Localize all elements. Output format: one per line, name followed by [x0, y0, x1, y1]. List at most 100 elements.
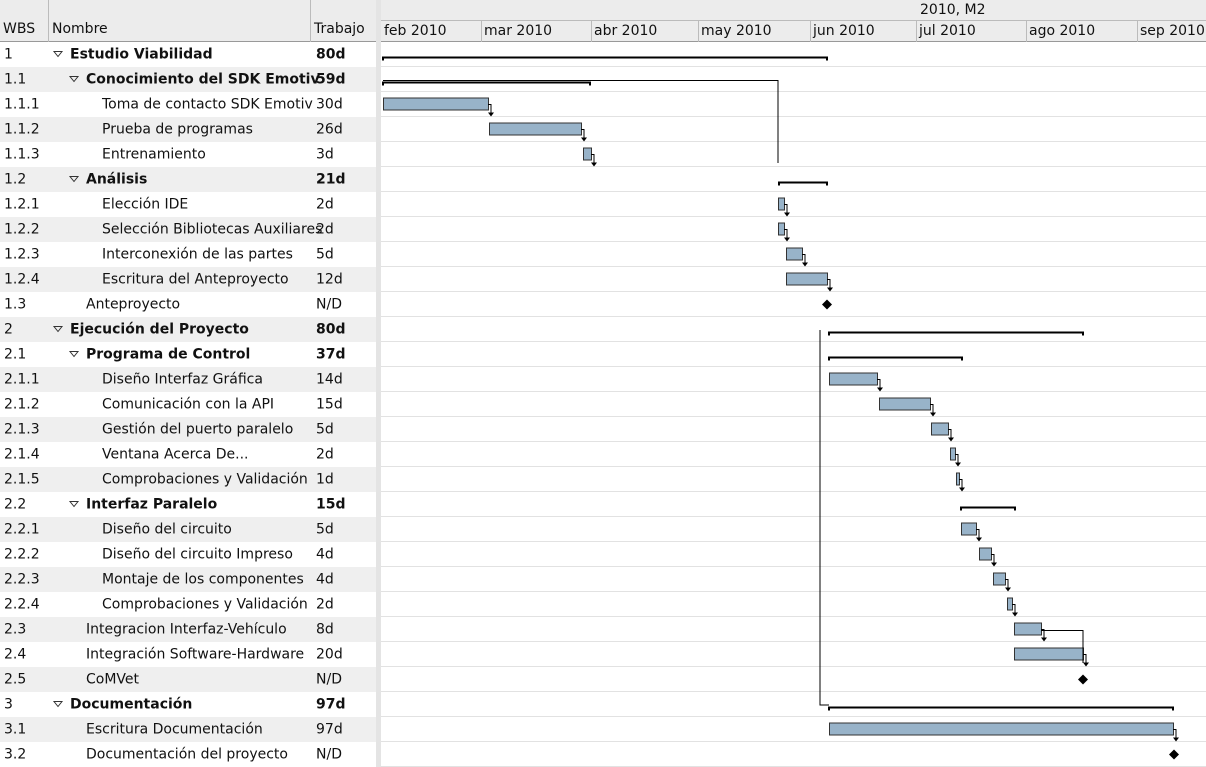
- name-cell[interactable]: Anteproyecto: [86, 297, 180, 313]
- wbs-cell: 2.2.1: [4, 522, 40, 538]
- dependency-arrow: [877, 379, 881, 390]
- task-bar[interactable]: [931, 422, 949, 436]
- name-cell[interactable]: Toma de contacto SDK Emotiv: [101, 97, 313, 113]
- dependency-arrow: [591, 154, 595, 165]
- milestone[interactable]: [1078, 674, 1088, 685]
- arrow-head: [1005, 587, 1011, 592]
- name-cell[interactable]: Interfaz Paralelo: [86, 497, 218, 513]
- expand-toggle[interactable]: [68, 76, 80, 83]
- task-bar[interactable]: [979, 547, 992, 561]
- name-cell[interactable]: Escritura del Anteproyecto: [102, 272, 289, 288]
- arrow-head: [991, 562, 997, 567]
- wbs-cell: 1.1: [4, 72, 26, 88]
- name-cell[interactable]: Montaje de los componentes: [102, 572, 304, 588]
- task-bar[interactable]: [489, 122, 582, 136]
- wbs-cell: 2.5: [4, 672, 26, 688]
- name-cell[interactable]: Selección Bibliotecas Auxiliares: [102, 222, 322, 238]
- timeline-year: 2010, M2: [920, 2, 986, 18]
- name-cell[interactable]: Comunicación con la API: [102, 397, 274, 413]
- dependency-arrow: [991, 554, 995, 565]
- task-bar[interactable]: [993, 572, 1006, 586]
- work-cell: 5d: [316, 247, 334, 263]
- task-bar[interactable]: [383, 97, 489, 111]
- dependency-arrow: [930, 404, 934, 415]
- summary-bracket: [960, 506, 1016, 511]
- arrow-head: [802, 262, 808, 267]
- name-cell[interactable]: Elección IDE: [102, 197, 188, 213]
- name-cell[interactable]: Prueba de programas: [102, 122, 253, 138]
- expand-toggle[interactable]: [68, 501, 80, 508]
- row-bg: [0, 317, 376, 342]
- work-cell: 12d: [316, 272, 343, 288]
- month-label: jun 2010: [812, 23, 875, 39]
- name-cell[interactable]: Diseño del circuito: [102, 522, 232, 538]
- task-bar[interactable]: [778, 197, 785, 211]
- dependency-arrow: [1041, 629, 1045, 640]
- expand-toggle[interactable]: [68, 176, 80, 183]
- column-header[interactable]: Nombre: [52, 21, 108, 37]
- expand-toggle[interactable]: [68, 351, 80, 358]
- wbs-cell: 2.3: [4, 622, 26, 638]
- task-bar[interactable]: [583, 147, 592, 161]
- month-label: feb 2010: [384, 23, 447, 39]
- task-bar[interactable]: [829, 722, 1174, 736]
- expand-toggle[interactable]: [52, 701, 64, 708]
- column-header[interactable]: WBS: [3, 21, 35, 37]
- row-bg: [0, 67, 376, 92]
- name-cell[interactable]: CoMVet: [86, 672, 140, 688]
- dependency-arrow: [802, 254, 806, 265]
- milestone[interactable]: [1169, 749, 1179, 760]
- column-header[interactable]: Trabajo: [313, 21, 365, 37]
- task-bar[interactable]: [1014, 622, 1042, 636]
- name-cell[interactable]: Diseño del circuito Impreso: [102, 547, 293, 563]
- work-cell: 97d: [316, 722, 343, 738]
- task-bar[interactable]: [950, 447, 956, 461]
- task-bar[interactable]: [1007, 597, 1013, 611]
- name-cell[interactable]: Gestión del puerto paralelo: [102, 422, 293, 438]
- month-label: ago 2010: [1029, 23, 1095, 39]
- task-bar[interactable]: [778, 222, 785, 236]
- task-bar[interactable]: [786, 272, 828, 286]
- splitter[interactable]: [376, 0, 381, 767]
- dependency-arrow: [784, 229, 788, 240]
- name-cell[interactable]: Conocimiento del SDK Emotiv: [86, 72, 320, 88]
- arrow-head: [877, 387, 883, 392]
- name-cell[interactable]: Integracion Interfaz-Vehículo: [86, 622, 287, 638]
- work-cell: 5d: [316, 422, 334, 438]
- wbs-cell: 2.2.4: [4, 597, 40, 613]
- arrow-head: [1041, 637, 1047, 642]
- name-cell[interactable]: Análisis: [86, 172, 147, 188]
- expand-toggle[interactable]: [52, 326, 64, 333]
- month-label: jul 2010: [918, 23, 976, 39]
- task-bar[interactable]: [786, 247, 803, 261]
- milestone[interactable]: [822, 299, 832, 310]
- work-cell: 2d: [316, 222, 334, 238]
- task-bar[interactable]: [829, 372, 878, 386]
- name-cell[interactable]: Comprobaciones y Validación: [102, 597, 308, 613]
- name-cell[interactable]: Escritura Documentación: [86, 722, 263, 738]
- name-cell[interactable]: Integración Software-Hardware: [86, 647, 304, 663]
- wbs-cell: 3: [4, 697, 13, 713]
- name-cell[interactable]: Estudio Viabilidad: [70, 47, 213, 63]
- name-cell[interactable]: Comprobaciones y Validación: [102, 472, 308, 488]
- name-cell[interactable]: Diseño Interfaz Gráfica: [102, 372, 263, 388]
- arrow-head: [1173, 737, 1179, 742]
- name-cell[interactable]: Documentación: [70, 697, 192, 713]
- name-cell[interactable]: Entrenamiento: [102, 147, 206, 163]
- work-cell: 30d: [316, 97, 343, 113]
- name-cell[interactable]: Documentación del proyecto: [86, 747, 288, 763]
- row-bg: [0, 167, 376, 192]
- name-cell[interactable]: Ventana Acerca De...: [102, 447, 249, 463]
- task-bar[interactable]: [1014, 647, 1084, 661]
- name-cell[interactable]: Interconexión de las partes: [102, 247, 293, 263]
- work-cell: 2d: [316, 597, 334, 613]
- summary-bracket: [828, 706, 1174, 711]
- wbs-cell: 2.2.2: [4, 547, 40, 563]
- name-cell[interactable]: Ejecución del Proyecto: [70, 322, 249, 338]
- task-bar[interactable]: [879, 397, 931, 411]
- dependency-arrow: [1005, 579, 1009, 590]
- expand-toggle[interactable]: [52, 51, 64, 58]
- arrow-head: [976, 537, 982, 542]
- task-bar[interactable]: [961, 522, 977, 536]
- name-cell[interactable]: Programa de Control: [86, 347, 250, 363]
